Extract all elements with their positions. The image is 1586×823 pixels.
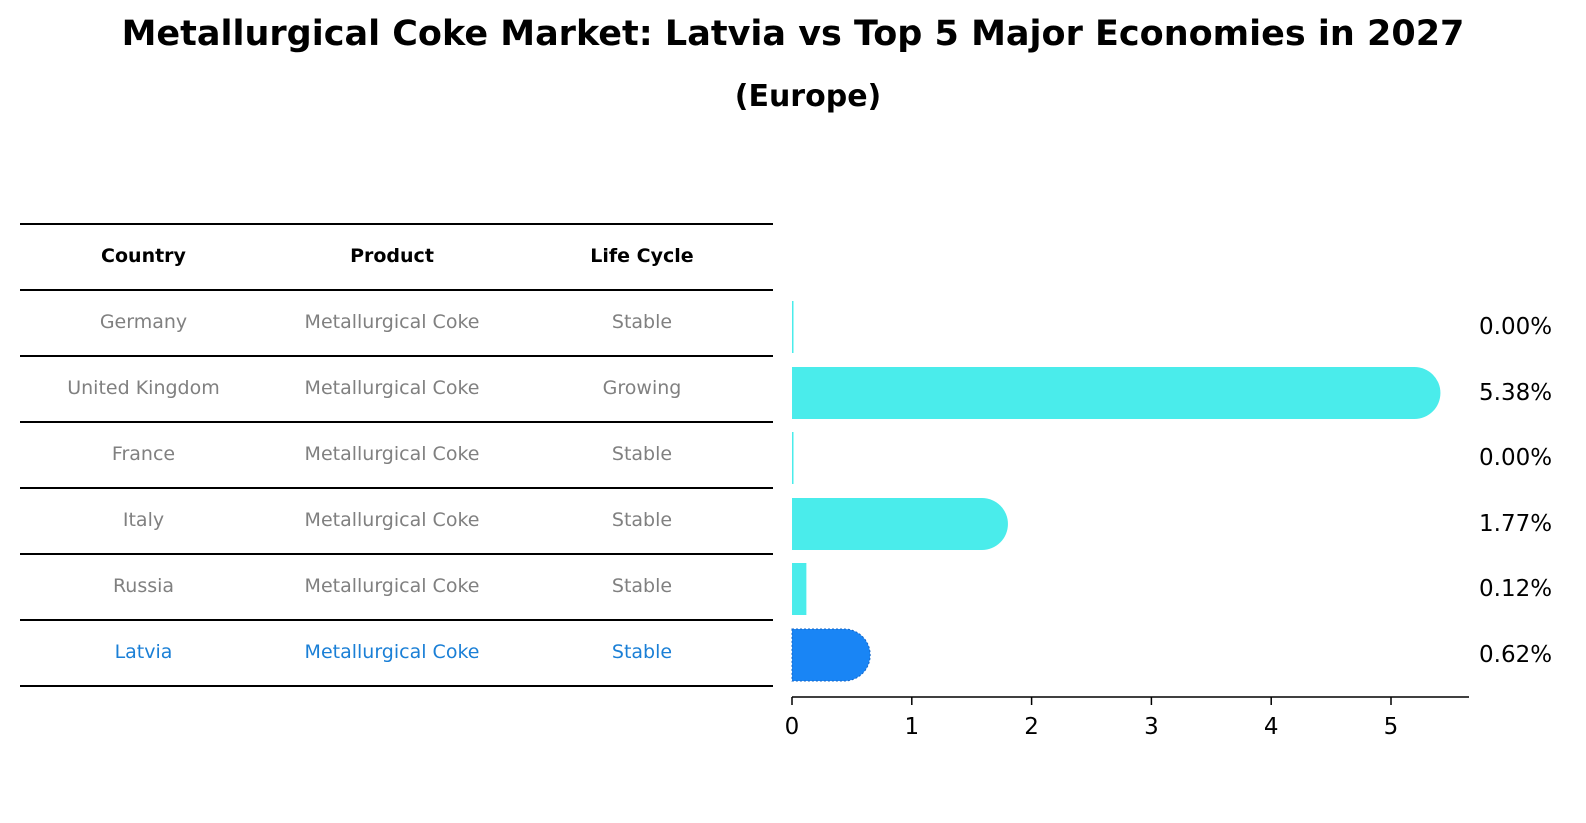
table-cell-product: Metallurgical Coke <box>304 377 480 399</box>
table-cell-product: Metallurgical Coke <box>304 443 480 465</box>
table-rule <box>20 355 773 357</box>
x-tick-label: 2 <box>1024 714 1039 740</box>
table-rule <box>20 289 773 291</box>
bar-russia <box>792 563 807 615</box>
value-label: 0.00% <box>1479 314 1552 340</box>
table-cell-country: United Kingdom <box>67 377 220 399</box>
table-cell-country: Italy <box>122 509 165 531</box>
table-rule <box>20 619 773 621</box>
column-header-country: Country <box>101 245 186 267</box>
value-label: 0.00% <box>1479 445 1552 471</box>
table-cell-product: Metallurgical Coke <box>304 575 480 597</box>
table-rule <box>20 553 773 555</box>
value-label: 0.12% <box>1479 576 1552 602</box>
value-label: 1.77% <box>1479 511 1552 537</box>
table-rule <box>20 223 773 225</box>
table-rule <box>20 421 773 423</box>
table-cell-life-cycle: Stable <box>611 641 673 663</box>
table-cell-country: Russia <box>112 575 175 597</box>
chart-subtitle: (Europe) <box>734 79 882 114</box>
table-cell-product: Metallurgical Coke <box>304 509 480 531</box>
table-cell-life-cycle: Stable <box>611 575 673 597</box>
value-label: 5.38% <box>1479 380 1552 406</box>
column-header-product: Product <box>350 245 434 267</box>
value-label: 0.62% <box>1479 642 1552 668</box>
table-rule <box>20 685 773 687</box>
table-cell-life-cycle: Growing <box>602 377 682 399</box>
bar-united-kingdom <box>792 367 1441 419</box>
table-cell-life-cycle: Stable <box>611 443 673 465</box>
column-header-life-cycle: Life Cycle <box>590 245 694 267</box>
table-cell-product: Metallurgical Coke <box>304 311 480 333</box>
x-tick-label: 3 <box>1144 714 1159 740</box>
table-cell-product: Metallurgical Coke <box>304 641 480 663</box>
table-rule <box>20 487 773 489</box>
table-cell-country: Germany <box>99 311 188 333</box>
bar-italy <box>792 498 1008 550</box>
x-tick-label: 5 <box>1384 714 1399 740</box>
table-cell-life-cycle: Stable <box>611 311 673 333</box>
table-cell-country: France <box>111 443 176 465</box>
table-cell-life-cycle: Stable <box>611 509 673 531</box>
bar-france <box>792 432 794 484</box>
table-cell-country: Latvia <box>114 641 173 663</box>
x-tick-label: 1 <box>904 714 919 740</box>
x-tick-label: 0 <box>785 714 800 740</box>
x-tick-label: 4 <box>1264 714 1279 740</box>
bar-latvia <box>791 628 871 682</box>
bar-germany <box>792 301 794 353</box>
chart-title: Metallurgical Coke Market: Latvia vs Top… <box>121 14 1465 54</box>
